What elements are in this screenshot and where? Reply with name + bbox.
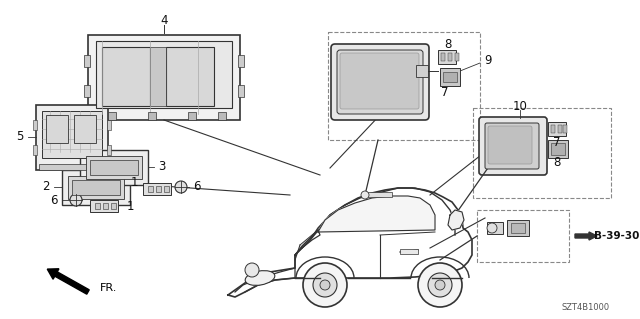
Bar	[148, 186, 153, 192]
FancyArrow shape	[575, 232, 597, 240]
Polygon shape	[448, 210, 464, 230]
Bar	[108, 112, 116, 120]
Bar	[36, 105, 108, 170]
Bar	[487, 222, 503, 234]
Bar	[68, 176, 124, 199]
Circle shape	[428, 273, 452, 297]
Bar	[46, 115, 68, 143]
Circle shape	[320, 280, 330, 290]
Bar	[102, 47, 150, 106]
Circle shape	[70, 194, 82, 206]
Bar	[103, 203, 108, 209]
Text: 8: 8	[554, 157, 561, 169]
Bar	[156, 186, 161, 192]
Bar	[148, 112, 156, 120]
Bar	[39, 164, 105, 170]
Bar	[80, 150, 148, 185]
Bar	[188, 112, 196, 120]
Bar	[90, 160, 138, 175]
Ellipse shape	[245, 271, 275, 286]
Bar	[448, 53, 452, 61]
Text: 1: 1	[126, 199, 134, 212]
Bar	[84, 85, 90, 97]
Bar	[443, 72, 457, 82]
Bar	[511, 223, 525, 233]
Bar	[473, 108, 611, 198]
Bar	[563, 125, 567, 133]
Circle shape	[487, 223, 497, 233]
Bar	[74, 115, 96, 143]
Text: 6: 6	[51, 194, 58, 206]
Bar	[558, 125, 562, 133]
Bar	[107, 145, 111, 155]
Text: SZT4B1000: SZT4B1000	[562, 303, 610, 313]
Circle shape	[361, 191, 369, 199]
Bar	[455, 53, 459, 61]
Text: 7: 7	[553, 136, 561, 149]
Circle shape	[175, 181, 187, 193]
Text: 5: 5	[16, 130, 24, 144]
FancyBboxPatch shape	[337, 50, 423, 114]
Bar	[507, 220, 529, 236]
Circle shape	[313, 273, 337, 297]
Bar	[166, 47, 214, 106]
Polygon shape	[318, 196, 435, 232]
Bar	[551, 125, 555, 133]
Bar	[107, 120, 111, 130]
Bar	[440, 68, 460, 86]
Bar	[96, 41, 232, 108]
Bar	[150, 47, 166, 106]
Bar	[548, 140, 568, 158]
Bar	[416, 65, 428, 77]
FancyBboxPatch shape	[485, 123, 539, 169]
Circle shape	[245, 263, 259, 277]
Bar	[548, 122, 566, 136]
Bar	[238, 55, 244, 67]
FancyArrow shape	[47, 269, 89, 294]
Bar	[42, 111, 102, 158]
Bar	[441, 53, 445, 61]
Text: 3: 3	[158, 160, 166, 174]
Bar	[72, 180, 120, 195]
Text: 6: 6	[193, 181, 201, 194]
Bar	[143, 183, 171, 195]
Bar	[90, 200, 118, 212]
Bar	[33, 145, 37, 155]
Text: FR.: FR.	[100, 283, 117, 293]
FancyBboxPatch shape	[331, 44, 429, 120]
Text: 10: 10	[513, 100, 527, 113]
Bar	[362, 192, 392, 197]
Bar	[328, 32, 480, 140]
Bar	[218, 112, 226, 120]
Bar	[111, 203, 116, 209]
Circle shape	[418, 263, 462, 307]
Text: 7: 7	[441, 85, 449, 99]
FancyBboxPatch shape	[340, 53, 419, 109]
Bar	[438, 50, 456, 64]
Bar	[33, 120, 37, 130]
Text: 4: 4	[160, 14, 168, 27]
FancyBboxPatch shape	[479, 117, 547, 175]
Circle shape	[303, 263, 347, 307]
Bar	[400, 249, 418, 254]
Bar	[238, 85, 244, 97]
Text: 9: 9	[484, 54, 492, 66]
Text: 1: 1	[131, 176, 138, 189]
Circle shape	[435, 280, 445, 290]
Text: 2: 2	[42, 181, 50, 194]
Bar	[95, 203, 100, 209]
Bar	[86, 156, 142, 179]
Text: B-39-30: B-39-30	[594, 231, 639, 241]
FancyBboxPatch shape	[488, 126, 532, 164]
Bar	[84, 55, 90, 67]
Bar	[88, 35, 240, 120]
Text: 8: 8	[444, 38, 452, 50]
Bar	[477, 210, 569, 262]
Bar	[551, 143, 565, 155]
Bar	[62, 170, 130, 205]
Bar	[164, 186, 169, 192]
